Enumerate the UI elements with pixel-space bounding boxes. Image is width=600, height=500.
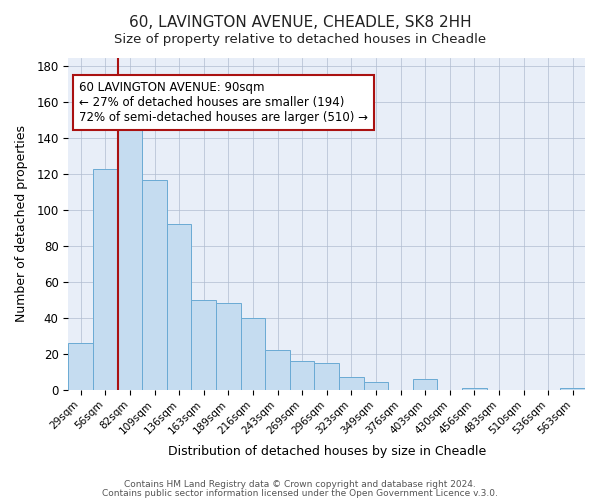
- Bar: [216, 304, 241, 390]
- Bar: [118, 120, 142, 390]
- Bar: [290, 361, 314, 390]
- Bar: [191, 300, 216, 390]
- Bar: [241, 318, 265, 390]
- Bar: [142, 180, 167, 390]
- Bar: [314, 362, 339, 390]
- Text: 60, LAVINGTON AVENUE, CHEADLE, SK8 2HH: 60, LAVINGTON AVENUE, CHEADLE, SK8 2HH: [128, 15, 472, 30]
- Bar: [364, 382, 388, 390]
- Y-axis label: Number of detached properties: Number of detached properties: [15, 125, 28, 322]
- Text: Contains public sector information licensed under the Open Government Licence v.: Contains public sector information licen…: [102, 488, 498, 498]
- Bar: [413, 379, 437, 390]
- Bar: [167, 224, 191, 390]
- Bar: [93, 169, 118, 390]
- Bar: [265, 350, 290, 390]
- Text: 60 LAVINGTON AVENUE: 90sqm
← 27% of detached houses are smaller (194)
72% of sem: 60 LAVINGTON AVENUE: 90sqm ← 27% of deta…: [79, 80, 368, 124]
- Text: Size of property relative to detached houses in Cheadle: Size of property relative to detached ho…: [114, 32, 486, 46]
- Text: Contains HM Land Registry data © Crown copyright and database right 2024.: Contains HM Land Registry data © Crown c…: [124, 480, 476, 489]
- Bar: [339, 377, 364, 390]
- Bar: [560, 388, 585, 390]
- Bar: [68, 343, 93, 390]
- Bar: [462, 388, 487, 390]
- X-axis label: Distribution of detached houses by size in Cheadle: Distribution of detached houses by size …: [167, 444, 486, 458]
